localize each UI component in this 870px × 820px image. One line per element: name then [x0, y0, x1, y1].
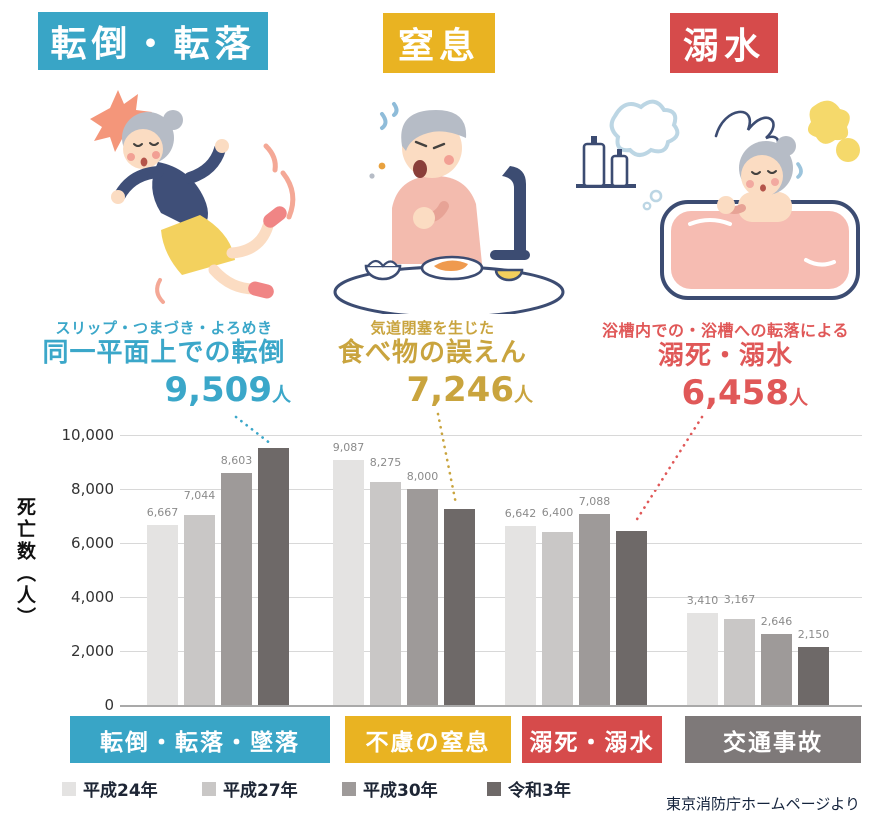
bar-value-label: 6,667: [146, 505, 179, 519]
annotation-choking: 気道閉塞を生じた 食べ物の誤えん 7,246人: [330, 319, 535, 411]
bar-value-label: 6,642: [504, 506, 537, 520]
gridline: [120, 705, 862, 707]
y-axis-title: 死亡数（人）: [14, 497, 36, 629]
legend-item-平成24年: 平成24年: [62, 776, 158, 801]
annotation-choking-sub: 気道閉塞を生じた: [370, 319, 495, 337]
impact-star-icon: [90, 90, 152, 152]
bar-溺死・溺水-平成30年: [579, 513, 610, 705]
annotation-drowning: 浴槽内での・浴槽への転落による 溺死・溺水 6,458人: [583, 321, 868, 414]
annotation-falls-title: 同一平面上での転倒: [42, 338, 286, 369]
bar-転倒・転落・墜落-平成24年: [147, 524, 178, 705]
legend-label: 平成24年: [83, 781, 158, 801]
header-choking: 窒息: [383, 13, 495, 73]
dizzy-scribble-icon: [714, 110, 780, 152]
y-axis-tick: 4,000: [71, 588, 114, 606]
bar-転倒・転落・墜落-平成27年: [184, 514, 215, 705]
bar-不慮の窒息-平成27年: [370, 481, 401, 705]
category-label-交通事故: 交通事故: [685, 716, 861, 763]
steam-cloud-icon: [609, 99, 680, 157]
legend-swatch: [202, 781, 216, 796]
category-label-転倒・転落・墜落: 転倒・転落・墜落: [70, 716, 330, 763]
bar-不慮の窒息-令和3年: [444, 509, 475, 705]
bar-溺死・溺水-令和3年: [616, 530, 647, 705]
header-falls: 転倒・転落: [38, 12, 268, 70]
legend-label: 平成27年: [223, 781, 298, 801]
gridline: [120, 543, 862, 544]
bar-不慮の窒息-平成30年: [407, 489, 438, 705]
bar-value-label: 6,400: [541, 506, 574, 520]
legend-item-平成30年: 平成30年: [342, 776, 438, 801]
category-label-不慮の窒息: 不慮の窒息: [345, 716, 511, 763]
y-axis-tick: 10,000: [61, 426, 115, 444]
bar-交通事故-平成24年: [687, 612, 718, 705]
bar-value-label: 8,275: [369, 455, 402, 469]
category-label-溺死・溺水: 溺死・溺水: [522, 716, 662, 763]
legend-label: 令和3年: [508, 781, 571, 801]
y-axis-tick: 0: [104, 696, 114, 714]
legend-swatch: [487, 781, 501, 796]
bar-交通事故-令和3年: [798, 646, 829, 705]
bar-交通事故-平成27年: [724, 619, 755, 705]
bar-転倒・転落・墜落-平成30年: [221, 472, 252, 705]
bar-value-label: 2,150: [797, 627, 830, 641]
legend-swatch: [342, 781, 356, 796]
annotation-falls-count: 9,509人: [164, 370, 291, 411]
gridline: [120, 597, 862, 598]
bar-交通事故-平成30年: [761, 633, 792, 705]
y-axis-tick: 8,000: [71, 480, 114, 498]
bar-value-label: 7,088: [578, 494, 611, 508]
annotation-drowning-title: 溺死・溺水: [657, 341, 793, 372]
falling-elderly-woman-illustration: [40, 78, 310, 323]
bar-value-label: 3,410: [686, 593, 719, 607]
gridline: [120, 489, 862, 490]
bar-value-label: 9,087: [332, 440, 365, 454]
bar-不慮の窒息-平成24年: [333, 459, 364, 705]
gridline: [120, 435, 862, 436]
gridline: [120, 651, 862, 652]
bar-value-label: 8,603: [220, 453, 253, 467]
annotation-falls-sub: スリップ・つまづき・よろめき: [55, 319, 273, 337]
steam-icon: [807, 100, 850, 144]
elderly-woman-in-bathtub-illustration: [570, 84, 870, 318]
annotation-drowning-count: 6,458人: [681, 373, 808, 414]
bar-value-label: 7,044: [183, 488, 216, 502]
header-drowning: 溺水: [670, 13, 778, 73]
legend-item-令和3年: 令和3年: [487, 776, 571, 801]
bar-value-label: 3,167: [723, 593, 756, 607]
annotation-choking-title: 食べ物の誤えん: [337, 338, 527, 369]
y-axis-tick: 2,000: [71, 642, 114, 660]
annotation-choking-count: 7,246人: [406, 370, 533, 411]
legend-swatch: [62, 781, 76, 796]
bar-value-label: 2,646: [760, 614, 793, 628]
bar-溺死・溺水-平成24年: [505, 525, 536, 705]
bar-溺死・溺水-平成27年: [542, 532, 573, 705]
bar-転倒・転落・墜落-令和3年: [258, 448, 289, 705]
bar-value-label: 8,000: [406, 470, 439, 483]
annotation-falls: スリップ・つまづき・よろめき 同一平面上での転倒 9,509人: [33, 319, 295, 411]
source-note: 東京消防庁ホームページより: [666, 795, 860, 813]
annotation-drowning-sub: 浴槽内での・浴槽への転落による: [601, 321, 850, 340]
y-axis-tick: 6,000: [71, 534, 114, 552]
legend-label: 平成30年: [363, 781, 438, 801]
legend-item-平成27年: 平成27年: [202, 776, 298, 801]
